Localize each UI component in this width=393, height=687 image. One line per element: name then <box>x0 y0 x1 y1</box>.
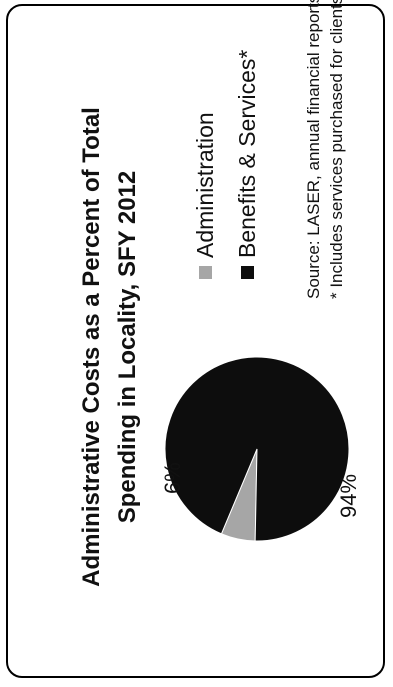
legend-label-administration: Administration <box>192 112 218 258</box>
chart-title: Administrative Costs as a Percent of Tot… <box>74 10 146 684</box>
legend-item-administration: Administration <box>192 112 219 279</box>
chart-title-line-2: Spending in Locality, SFY 2012 <box>114 170 141 524</box>
source-note: Source: LASER, annual financial reports.… <box>302 0 348 299</box>
rotated-chart-canvas: Administrative Costs as a Percent of Tot… <box>12 0 391 684</box>
pie-chart <box>164 356 350 542</box>
legend-swatch-benefits-services <box>241 266 254 279</box>
legend-label-benefits-services: Benefits & Services* <box>234 49 260 258</box>
chart-title-line-1: Administrative Costs as a Percent of Tot… <box>78 107 105 587</box>
legend-item-benefits-services: Benefits & Services* <box>234 50 261 279</box>
legend-swatch-administration <box>199 266 212 279</box>
data-label-administration: 6% <box>160 462 185 494</box>
footnote-line: * Includes services purchased for client… <box>327 0 346 299</box>
source-line: Source: LASER, annual financial reports. <box>304 0 323 299</box>
pie-slice-benefits-services <box>164 356 350 542</box>
data-label-benefits-services: 94% <box>336 473 361 518</box>
chart-frame: Administrative Costs as a Percent of Tot… <box>6 0 385 678</box>
